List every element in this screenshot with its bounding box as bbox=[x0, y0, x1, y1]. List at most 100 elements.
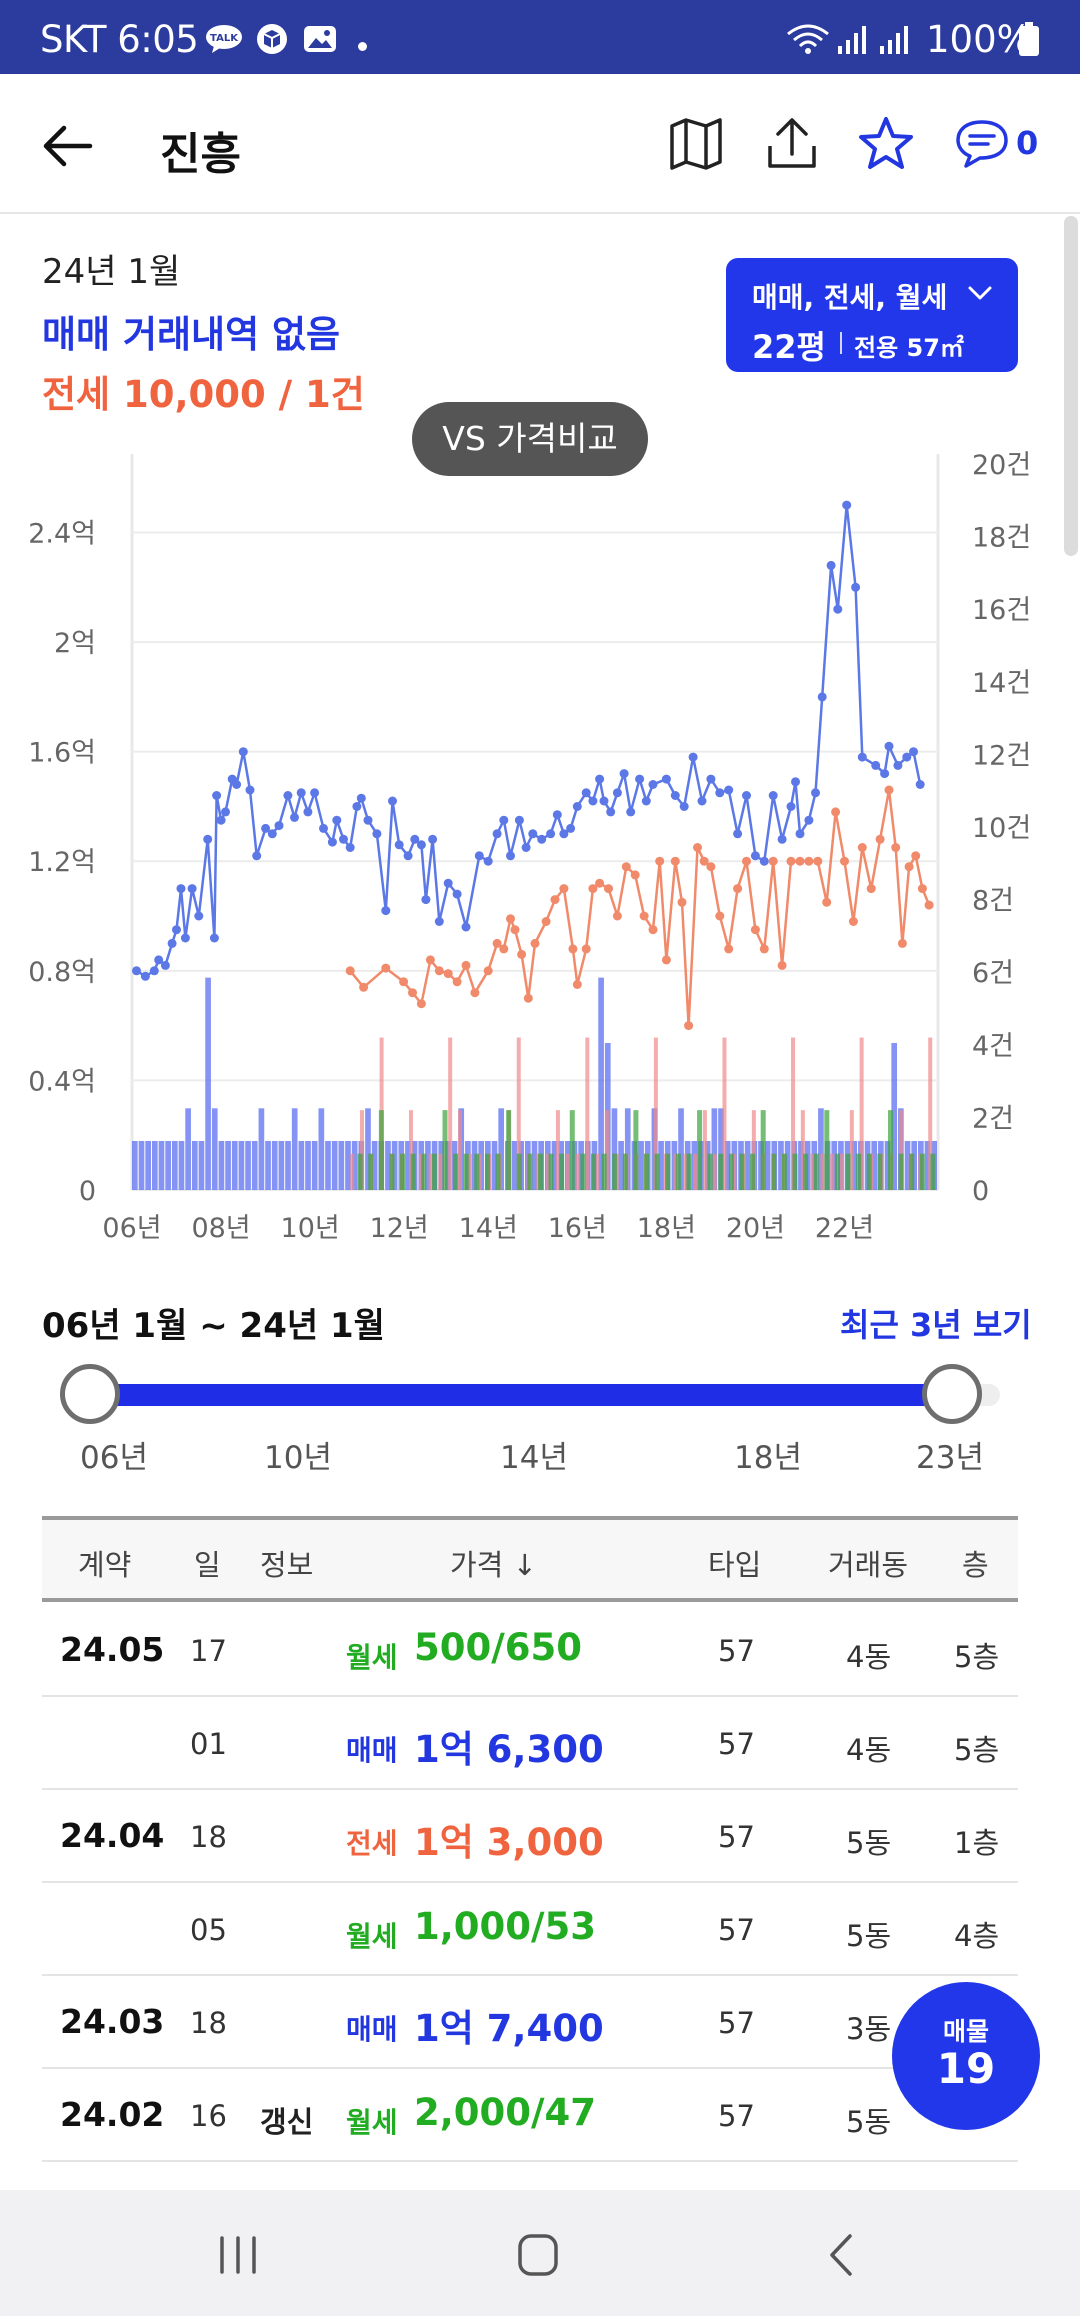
volume-bar bbox=[467, 1153, 472, 1190]
data-point bbox=[804, 856, 814, 866]
table-row[interactable]: 24.05 17 월세 500/650 57 4동 5층 bbox=[42, 1604, 1018, 1697]
data-point bbox=[661, 955, 671, 965]
data-point bbox=[410, 834, 420, 844]
vs-compare-button[interactable]: VS 가격비교 bbox=[412, 402, 648, 476]
volume-bar bbox=[555, 1110, 560, 1190]
volume-bar bbox=[904, 1140, 911, 1190]
header-contract[interactable]: 계약 bbox=[78, 1548, 132, 1582]
data-point bbox=[492, 829, 502, 839]
volume-bar bbox=[218, 1140, 225, 1190]
header-dong[interactable]: 거래동 bbox=[828, 1548, 909, 1582]
signal-icon bbox=[838, 26, 866, 54]
data-point bbox=[416, 999, 426, 1009]
volume-bar bbox=[431, 1153, 437, 1190]
volume-bar bbox=[658, 1140, 664, 1190]
listings-button[interactable]: 매물 19 bbox=[892, 1982, 1040, 2130]
scrollbar[interactable] bbox=[1064, 216, 1078, 556]
star-icon[interactable] bbox=[856, 114, 916, 174]
volume-bar bbox=[711, 1108, 718, 1190]
data-point bbox=[688, 752, 698, 762]
home-icon[interactable] bbox=[508, 2230, 568, 2280]
volume-bar bbox=[527, 1153, 533, 1190]
volume-bar bbox=[638, 1140, 644, 1190]
volume-bar bbox=[338, 1140, 345, 1190]
deal-filter-button[interactable]: 매매, 전세, 월세 22평 전용 57㎡ bbox=[726, 258, 1018, 372]
data-point bbox=[893, 760, 903, 770]
row-day: 16 bbox=[190, 2099, 227, 2133]
price-history-chart[interactable]: 0 0.4억 0.8억 1.2억 1.6억 2억 2.4억 0 2건 4건 6건 8건 10건 12건 14… bbox=[0, 440, 1080, 1270]
data-point bbox=[506, 914, 515, 924]
range-end-handle[interactable] bbox=[922, 1364, 982, 1424]
y-right-tick-label: 6건 bbox=[972, 958, 1014, 989]
data-point bbox=[588, 796, 598, 806]
data-point bbox=[588, 884, 598, 894]
chat-icon[interactable] bbox=[952, 114, 1012, 174]
volume-bar bbox=[618, 1140, 624, 1190]
system-back-icon[interactable] bbox=[812, 2230, 872, 2280]
y-tick-label: 2억 bbox=[54, 628, 96, 659]
row-day: 17 bbox=[190, 1634, 227, 1668]
data-point bbox=[521, 843, 531, 852]
header-day[interactable]: 일 bbox=[194, 1548, 221, 1582]
volume-bar bbox=[728, 1153, 734, 1190]
back-arrow-icon[interactable] bbox=[40, 118, 96, 174]
volume-bar bbox=[624, 1108, 631, 1190]
data-point bbox=[499, 944, 509, 954]
volume-bar bbox=[378, 1110, 384, 1190]
date-range-label: 06년 1월 ~ 24년 1월 bbox=[42, 1306, 385, 1346]
data-point bbox=[904, 862, 914, 872]
header-floor[interactable]: 층 bbox=[962, 1548, 989, 1582]
row-type: 57 bbox=[718, 1727, 755, 1761]
data-point bbox=[811, 788, 820, 798]
volume-bar bbox=[673, 1153, 678, 1190]
data-point bbox=[915, 780, 925, 789]
data-point bbox=[212, 791, 222, 800]
data-point bbox=[857, 843, 867, 852]
volume-bar bbox=[438, 1153, 443, 1190]
header-info[interactable]: 정보 bbox=[260, 1548, 314, 1582]
row-deal-kind: 매매 bbox=[346, 2013, 398, 2046]
data-point bbox=[826, 560, 836, 570]
row-date: 24.04 bbox=[60, 1816, 165, 1855]
table-row[interactable]: 05 월세 1,000/53 57 5동 4층 bbox=[42, 1883, 1018, 1976]
table-row[interactable]: 24.02 16 갱신 월세 2,000/47 57 5동 bbox=[42, 2069, 1018, 2162]
volume-bar bbox=[285, 1140, 291, 1190]
data-point bbox=[917, 884, 927, 894]
volume-bar bbox=[877, 1153, 883, 1190]
data-point bbox=[403, 851, 413, 861]
data-point bbox=[715, 911, 725, 921]
range-start-handle[interactable] bbox=[60, 1364, 120, 1424]
volume-bar bbox=[463, 1153, 469, 1190]
table-row[interactable]: 24.03 18 매매 1억 7,400 57 3동 bbox=[42, 1976, 1018, 2069]
x-tick-label: 20년 bbox=[726, 1213, 785, 1244]
header-type[interactable]: 타입 bbox=[708, 1548, 762, 1582]
data-point bbox=[363, 815, 373, 825]
recent-apps-icon[interactable] bbox=[208, 2230, 268, 2280]
volume-bar bbox=[238, 1140, 245, 1190]
row-price: 500/650 bbox=[414, 1626, 582, 1669]
data-point bbox=[595, 878, 605, 888]
volume-bar bbox=[298, 1140, 305, 1190]
recent-3-years-link[interactable]: 최근 3년 보기 bbox=[840, 1306, 1032, 1344]
volume-bar bbox=[898, 1110, 903, 1190]
header-price-sort[interactable]: 가격 ↓ bbox=[450, 1548, 537, 1582]
y-right-tick-label: 14건 bbox=[972, 668, 1031, 699]
table-row[interactable]: 24.04 18 전세 1억 3,000 57 5동 1층 bbox=[42, 1790, 1018, 1883]
map-icon[interactable] bbox=[666, 114, 726, 174]
data-point bbox=[693, 843, 702, 852]
volume-bar bbox=[477, 1153, 482, 1190]
volume-bar bbox=[371, 1140, 378, 1190]
data-point bbox=[606, 807, 616, 817]
volume-bar bbox=[824, 1110, 830, 1190]
table-row[interactable]: 01 매매 1억 6,300 57 4동 5층 bbox=[42, 1697, 1018, 1790]
row-dong: 4동 bbox=[846, 1733, 892, 1767]
data-point bbox=[421, 895, 431, 905]
data-point bbox=[559, 829, 569, 839]
share-icon[interactable] bbox=[762, 114, 822, 174]
data-point bbox=[434, 917, 444, 926]
data-point bbox=[911, 851, 921, 861]
data-point bbox=[715, 788, 725, 798]
data-point bbox=[209, 933, 219, 943]
volume-bar bbox=[891, 1042, 898, 1190]
system-nav-bar bbox=[0, 2190, 1080, 2316]
